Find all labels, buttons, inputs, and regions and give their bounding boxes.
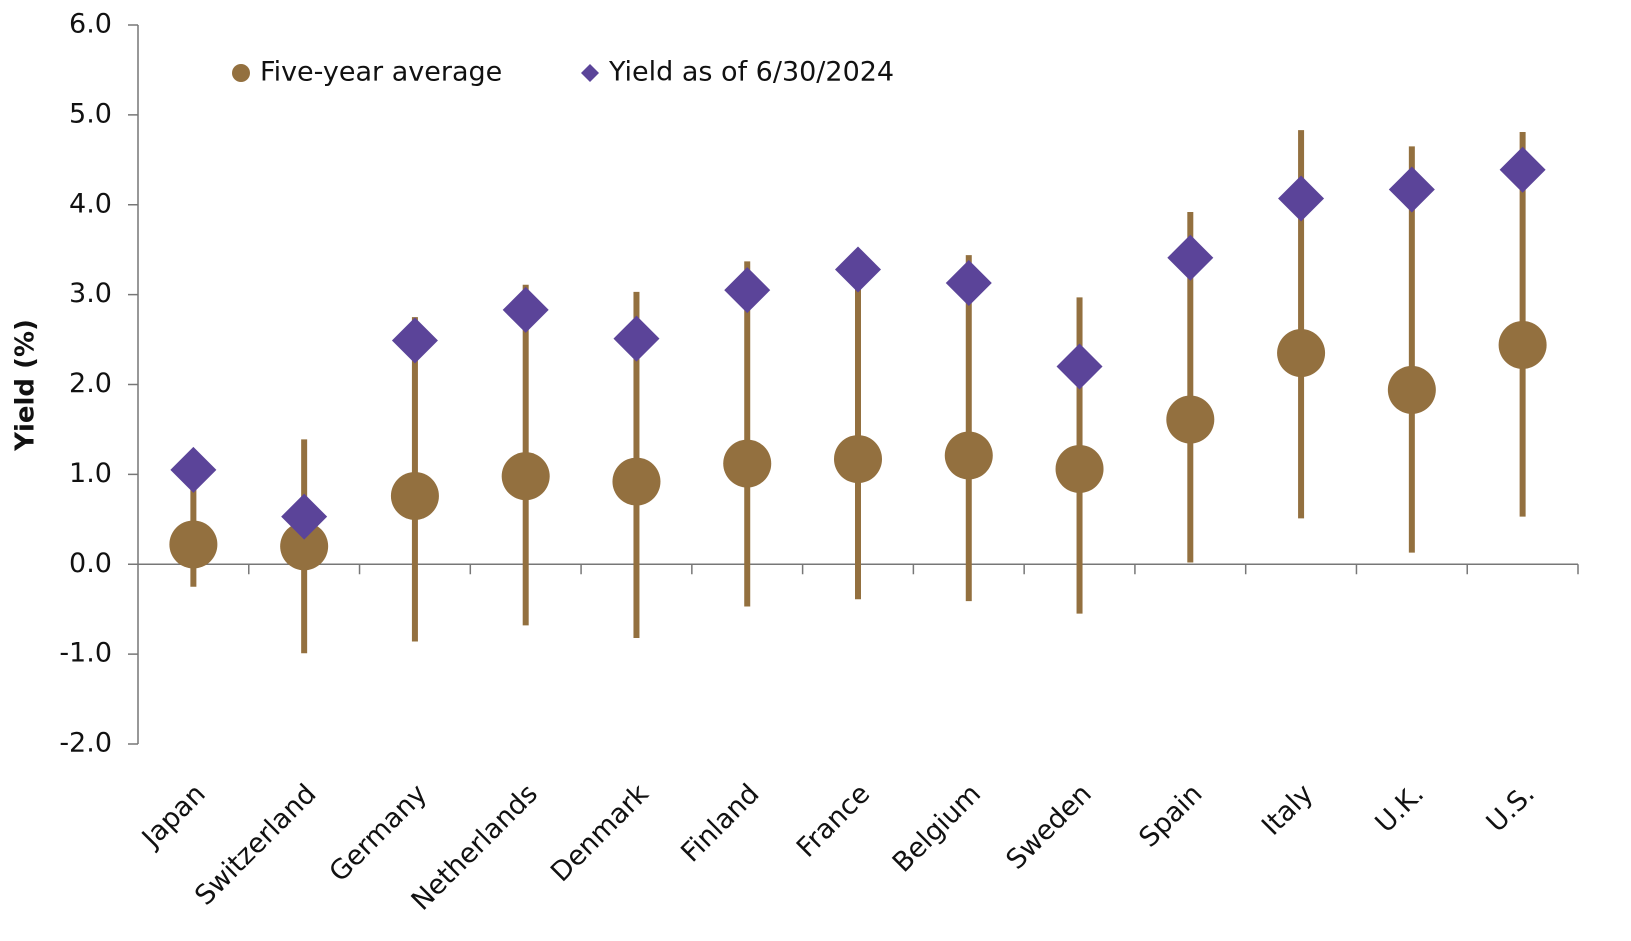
yield-diamond bbox=[1388, 166, 1435, 213]
x-tick-label: France bbox=[791, 778, 876, 863]
x-tick-label: U.S. bbox=[1481, 778, 1541, 838]
yield-diamond bbox=[724, 267, 771, 314]
x-tick-label: Sweden bbox=[1000, 778, 1097, 875]
average-dot bbox=[169, 520, 218, 569]
average-dot bbox=[1166, 395, 1215, 444]
average-dot bbox=[1055, 444, 1104, 493]
yield-diamond bbox=[281, 493, 328, 540]
legend-label: Yield as of 6/30/2024 bbox=[608, 57, 894, 88]
y-tick-label: 0.0 bbox=[69, 548, 112, 579]
y-tick-label: 6.0 bbox=[69, 9, 112, 40]
y-axis-title: Yield (%) bbox=[11, 319, 41, 452]
average-dot bbox=[501, 452, 550, 501]
x-tick-label: Belgium bbox=[887, 778, 987, 878]
average-dot bbox=[723, 439, 772, 488]
y-tick-label: 1.0 bbox=[69, 458, 112, 489]
yield-diamond bbox=[391, 317, 438, 364]
x-tick-label: Finland bbox=[675, 778, 765, 868]
average-dot bbox=[280, 522, 329, 571]
yield-diamond bbox=[835, 246, 881, 293]
x-tick-label: Denmark bbox=[545, 778, 655, 888]
yield-diamond bbox=[945, 259, 992, 306]
yield-diamond bbox=[613, 315, 660, 362]
legend-label: Five-year average bbox=[260, 57, 502, 88]
average-dot bbox=[944, 431, 993, 480]
yield-diamond bbox=[1499, 146, 1546, 193]
y-tick-label: 4.0 bbox=[69, 188, 112, 219]
y-tick-label: 2.0 bbox=[69, 368, 112, 399]
yield-diamond bbox=[502, 286, 549, 333]
average-dot bbox=[612, 457, 661, 506]
average-dot bbox=[834, 435, 882, 484]
legend-marker bbox=[232, 64, 250, 82]
x-tick-label: Germany bbox=[323, 778, 433, 888]
x-tick-label: Spain bbox=[1133, 778, 1208, 853]
y-tick-label: -2.0 bbox=[59, 728, 112, 759]
average-dot bbox=[1277, 329, 1326, 378]
yield-diamond bbox=[1167, 234, 1214, 281]
x-tick-label: Japan bbox=[135, 778, 212, 855]
average-dot bbox=[1498, 320, 1547, 369]
y-tick-label: 3.0 bbox=[69, 278, 112, 309]
y-tick-label: -1.0 bbox=[59, 638, 112, 669]
x-tick-label: Italy bbox=[1256, 778, 1319, 841]
average-dot bbox=[1387, 365, 1436, 414]
yield-diamond bbox=[170, 446, 217, 493]
average-dot bbox=[390, 471, 439, 520]
legend-marker bbox=[581, 64, 599, 82]
yield-diamond bbox=[1056, 343, 1103, 390]
y-tick-label: 5.0 bbox=[69, 98, 112, 129]
yield-diamond bbox=[1278, 175, 1325, 222]
x-tick-label: U.K. bbox=[1370, 778, 1431, 839]
